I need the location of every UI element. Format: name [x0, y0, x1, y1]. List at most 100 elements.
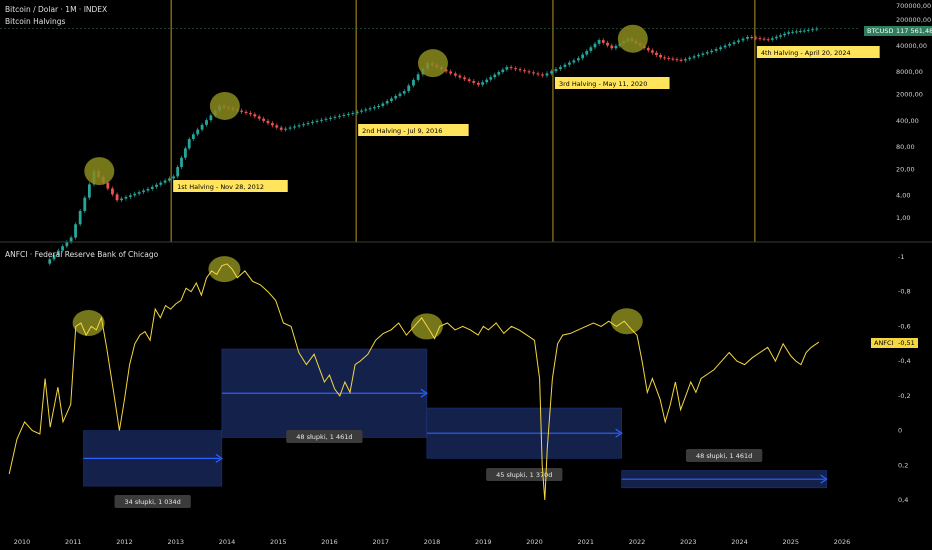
- candle-body: [723, 45, 727, 48]
- candle-body: [472, 81, 476, 83]
- candle-body: [74, 224, 77, 238]
- y-tick-label: -0,8: [898, 288, 911, 296]
- candle-body: [701, 53, 705, 55]
- candle-body: [196, 129, 200, 135]
- candle-body: [692, 56, 696, 58]
- x-tick-label: 2010: [14, 538, 31, 546]
- halving-label-box: [173, 180, 288, 192]
- candle-body: [589, 47, 593, 51]
- x-tick-label: 2026: [834, 538, 851, 546]
- candle-body: [489, 77, 493, 80]
- halving-label: 2nd Halving - Jul 9, 2016: [362, 127, 442, 135]
- candle-body: [187, 139, 191, 149]
- candle-body: [762, 38, 766, 40]
- candle-body: [297, 125, 301, 127]
- date-range-arrowhead: [820, 474, 828, 484]
- candle-body: [541, 74, 544, 76]
- candle-body: [52, 254, 56, 260]
- candle-body: [572, 60, 576, 63]
- x-tick-label: 2017: [372, 538, 389, 546]
- y-tick-label: 8000,00: [896, 68, 923, 76]
- candle-body: [172, 176, 176, 179]
- candle-body: [244, 111, 248, 114]
- candle-body: [444, 69, 448, 72]
- candle-body: [302, 124, 305, 126]
- candle-body: [614, 45, 618, 49]
- candle-body: [253, 114, 257, 117]
- candle-body: [368, 108, 372, 110]
- y-tick-label: 0,2: [898, 461, 908, 469]
- y-tick-label: 1,00: [896, 214, 910, 222]
- date-range-label: 34 słupki, 1 034d: [125, 498, 181, 506]
- candle-body: [576, 58, 580, 61]
- x-tick-label: 2025: [782, 538, 799, 546]
- candle-body: [679, 59, 683, 61]
- candle-body: [545, 73, 549, 76]
- candle-body: [351, 112, 355, 114]
- candle-body: [741, 38, 745, 41]
- candle-body: [262, 118, 266, 121]
- candle-body: [279, 127, 283, 130]
- candle-body: [775, 36, 778, 39]
- candle-body: [518, 69, 522, 71]
- candle-body: [659, 55, 662, 58]
- candle-body: [505, 67, 509, 70]
- candle-body: [315, 120, 319, 122]
- candle-body: [606, 42, 609, 46]
- cycle-top-marker: [84, 157, 115, 186]
- candle-body: [416, 74, 420, 80]
- candle-body: [159, 182, 163, 185]
- candle-body: [532, 72, 535, 74]
- candle-body: [163, 180, 167, 183]
- y-tick-label: 700000,00: [896, 2, 931, 10]
- date-range-label: 48 słupki, 1 461d: [696, 452, 752, 460]
- btc-panel[interactable]: 1st Halving - Nov 28, 2012 2nd Halving - …: [0, 0, 880, 266]
- y-tick-label: 2000,00: [896, 91, 923, 99]
- candle-body: [597, 40, 601, 44]
- candle-body: [83, 197, 87, 211]
- halving-label: 3rd Halving - May 11, 2020: [559, 80, 647, 88]
- candle-body: [485, 79, 489, 83]
- candle-body: [249, 113, 252, 115]
- candle-body: [509, 67, 513, 69]
- candle-body: [257, 116, 261, 119]
- candle-body: [795, 31, 798, 33]
- candle-body: [240, 110, 244, 112]
- candle-body: [593, 43, 597, 48]
- x-tick-label: 2020: [526, 538, 543, 546]
- candle-body: [342, 114, 346, 116]
- candle-body: [128, 195, 132, 197]
- candle-body: [802, 30, 806, 32]
- candle-body: [754, 37, 758, 39]
- x-tick-label: 2011: [65, 538, 82, 546]
- candle-body: [360, 110, 363, 112]
- halving-label: 1st Halving - Nov 28, 2012: [177, 183, 264, 191]
- y-tick-label: -0,6: [898, 322, 911, 330]
- candle-body: [329, 117, 332, 119]
- lower-pane-title: ANFCI · Federal Reserve Bank of Chicago: [5, 250, 159, 259]
- date-range-arrowhead: [420, 388, 428, 398]
- candle-body: [758, 38, 762, 40]
- x-tick-label: 2023: [680, 538, 697, 546]
- candle-body: [385, 100, 389, 104]
- candle-body: [527, 71, 531, 73]
- candle-body: [815, 28, 819, 30]
- candle-body: [142, 190, 145, 193]
- candle-body: [275, 125, 279, 128]
- indicator-name: Bitcoin Halvings: [5, 17, 66, 26]
- candle-body: [183, 148, 187, 158]
- x-tick-label: 2012: [116, 538, 133, 546]
- btc-symbol-badge: BTCUSD: [864, 26, 897, 36]
- candle-body: [180, 157, 183, 168]
- candle-body: [381, 103, 385, 106]
- candle-body: [536, 73, 540, 75]
- anfci-panel[interactable]: 34 słupki, 1 034d 48 słupki, 1 461d 45 słu…: [8, 256, 828, 508]
- candle-body: [355, 111, 359, 113]
- x-tick-label: 2024: [731, 538, 748, 546]
- date-range-label-box: [114, 495, 191, 508]
- candle-body: [783, 33, 786, 36]
- cycle-top-marker: [72, 309, 105, 336]
- y-tick-label: -0,4: [898, 357, 911, 365]
- candle-body: [137, 192, 141, 194]
- x-tick-label: 2021: [577, 538, 594, 546]
